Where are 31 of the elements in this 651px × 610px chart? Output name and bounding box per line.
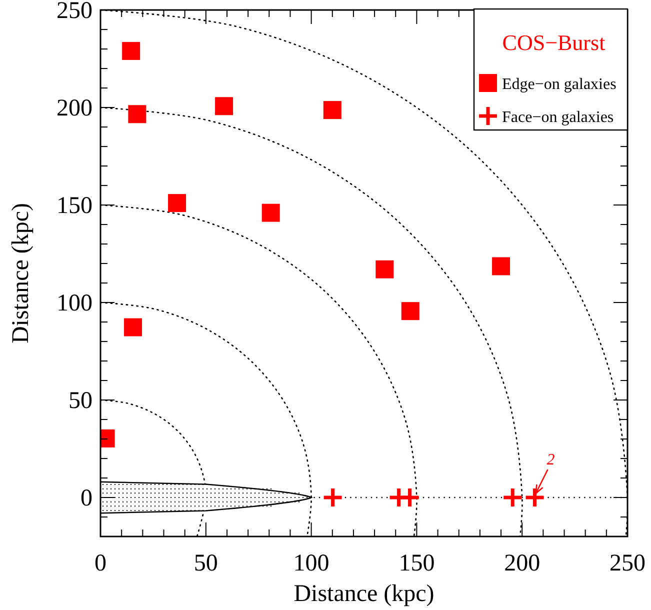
y-tick-label: 200 — [56, 96, 92, 122]
point — [122, 42, 140, 60]
legend-label: Face−on galaxies — [502, 109, 614, 126]
y-tick-label: 100 — [56, 290, 92, 316]
y-tick-label: 0 — [80, 486, 92, 512]
y-axis-title: Distance (kpc) — [8, 202, 34, 344]
point — [215, 97, 234, 116]
point — [323, 101, 342, 120]
y-tick-label: 50 — [68, 388, 92, 414]
x-tick-label: 200 — [504, 550, 540, 576]
y-tick-label: 150 — [56, 193, 92, 219]
x-tick-label: 100 — [293, 550, 330, 576]
annotation: 2 — [546, 452, 555, 468]
point — [398, 486, 420, 508]
point — [262, 204, 280, 222]
point — [524, 486, 546, 508]
point — [128, 105, 146, 124]
x-tick-label: 250 — [610, 550, 646, 576]
legend-label: Edge−on galaxies — [502, 76, 616, 93]
y-tick-label: 250 — [56, 0, 92, 24]
x-tick-label: 50 — [194, 550, 218, 576]
point — [401, 302, 420, 320]
x-axis-title: Distance (kpc) — [294, 581, 434, 607]
legend-title: COS−Burst — [502, 30, 606, 55]
point — [168, 194, 186, 212]
point — [124, 318, 142, 336]
point — [376, 260, 394, 278]
point — [502, 486, 524, 508]
x-tick-label: 150 — [398, 550, 435, 576]
point — [322, 486, 344, 508]
point — [492, 257, 510, 276]
